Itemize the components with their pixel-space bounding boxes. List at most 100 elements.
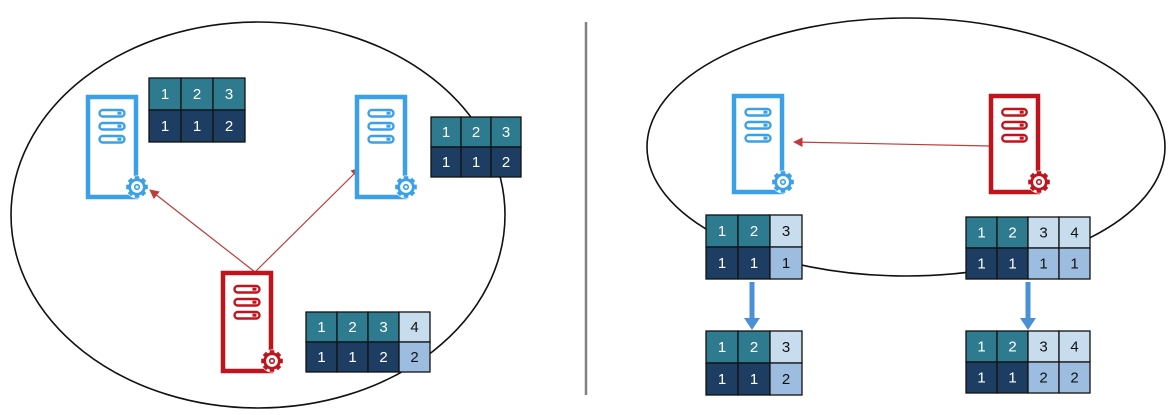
- table-cell: 1: [966, 331, 997, 362]
- table-cell: 1: [461, 147, 491, 177]
- cell-value: 1: [161, 86, 169, 103]
- table-cell: 1: [1028, 248, 1059, 279]
- table-cell: 3: [368, 312, 399, 342]
- table-cell: 3: [770, 215, 802, 247]
- table-blue-before: 1 2 3 1 1 1: [706, 215, 802, 279]
- table-red-server: 1 2 3 4 1 1 2 2: [306, 312, 430, 372]
- cell-value: 2: [410, 349, 418, 366]
- table-red-before: 1 2 3 4 1 1 1 1: [966, 217, 1090, 279]
- gear-icon: [1028, 171, 1051, 194]
- table-cell: 1: [997, 248, 1028, 279]
- table-cell: 1: [706, 331, 738, 363]
- table-cell: 4: [1059, 331, 1090, 362]
- table-cell: 1: [997, 362, 1028, 393]
- table-cell: 2: [368, 342, 399, 372]
- cell-value: 2: [379, 349, 387, 366]
- gear-icon: [772, 171, 795, 194]
- cell-value: 3: [782, 339, 790, 356]
- cell-value: 2: [348, 319, 356, 336]
- table-cell: 3: [213, 78, 245, 110]
- table-cell: 1: [149, 78, 181, 110]
- gear-icon: [126, 176, 149, 199]
- cell-value: 2: [782, 371, 790, 388]
- table-cell: 3: [1028, 217, 1059, 248]
- cell-value: 1: [193, 118, 201, 135]
- table-cell: 2: [1059, 362, 1090, 393]
- table-cell: 2: [1028, 362, 1059, 393]
- table-cell: 1: [966, 248, 997, 279]
- gear-icon: [261, 350, 284, 373]
- table-cell: 2: [491, 147, 521, 177]
- cell-value: 3: [782, 223, 790, 240]
- cell-value: 1: [750, 255, 758, 272]
- blue-server-right: [357, 97, 418, 199]
- table-cell: 1: [738, 247, 770, 279]
- cell-value: 2: [502, 154, 510, 171]
- cell-value: 2: [225, 118, 233, 135]
- replication-arrow-to-right-server: [255, 168, 360, 272]
- gear-icon: [395, 176, 418, 199]
- table-blue-after: 1 2 3 1 1 2: [706, 331, 802, 395]
- cell-value: 1: [1039, 256, 1047, 273]
- table-cell: 3: [1028, 331, 1059, 362]
- cell-value: 1: [472, 154, 480, 171]
- cell-value: 1: [782, 255, 790, 272]
- cell-value: 4: [1070, 225, 1078, 242]
- cell-value: 1: [317, 319, 325, 336]
- table-cell: 2: [738, 215, 770, 247]
- cell-value: 2: [1070, 370, 1078, 387]
- cell-value: 1: [977, 256, 985, 273]
- cell-value: 1: [718, 223, 726, 240]
- cell-value: 2: [472, 124, 480, 141]
- cell-value: 1: [718, 371, 726, 388]
- cell-value: 1: [317, 349, 325, 366]
- cell-value: 1: [718, 255, 726, 272]
- left-panel: 1 2 3 1 1 2 1 2 3 1 1 2 1 2 3 4 1 1 2 2: [11, 22, 521, 408]
- table-cell: 2: [399, 342, 430, 372]
- right-panel: 1 2 3 1 1 1 1 2 3 4 1 1 1 1 1 2 3 1 1 2 1 2 3 4 1 1 2 2: [647, 18, 1165, 395]
- table-cell: 1: [770, 247, 802, 279]
- table-left-server: 1 2 3 1 1 2: [149, 78, 245, 142]
- blue-server-replica: [734, 96, 795, 194]
- table-cell: 2: [997, 217, 1028, 248]
- table-right-server: 1 2 3 1 1 2: [431, 117, 521, 177]
- table-cell: 1: [149, 110, 181, 142]
- cell-value: 1: [348, 349, 356, 366]
- blue-server-left: [88, 97, 149, 199]
- table-cell: 1: [306, 312, 337, 342]
- cell-value: 2: [1039, 370, 1047, 387]
- red-server-primary: [223, 273, 284, 373]
- table-cell: 1: [181, 110, 213, 142]
- table-cell: 1: [706, 215, 738, 247]
- cell-value: 2: [1008, 339, 1016, 356]
- table-cell: 1: [431, 147, 461, 177]
- cell-value: 3: [1039, 339, 1047, 356]
- cell-value: 3: [1039, 225, 1047, 242]
- table-cell: 2: [213, 110, 245, 142]
- table-cell: 1: [1059, 248, 1090, 279]
- table-cell: 1: [337, 342, 368, 372]
- cell-value: 3: [225, 86, 233, 103]
- cell-value: 2: [750, 223, 758, 240]
- replication-arrow-red-to-blue: [794, 142, 990, 146]
- table-cell: 1: [966, 217, 997, 248]
- cell-value: 2: [750, 339, 758, 356]
- table-cell: 1: [966, 362, 997, 393]
- table-cell: 2: [770, 363, 802, 395]
- cell-value: 1: [442, 124, 450, 141]
- replication-arrow-to-left-server: [150, 190, 255, 272]
- table-cell: 4: [399, 312, 430, 342]
- cell-value: 1: [1008, 370, 1016, 387]
- cell-value: 3: [502, 124, 510, 141]
- table-cell: 4: [1059, 217, 1090, 248]
- table-cell: 3: [770, 331, 802, 363]
- cell-value: 1: [977, 370, 985, 387]
- table-cell: 2: [181, 78, 213, 110]
- cell-value: 4: [410, 319, 418, 336]
- table-red-after: 1 2 3 4 1 1 2 2: [966, 331, 1090, 393]
- table-cell: 1: [431, 117, 461, 147]
- cell-value: 1: [750, 371, 758, 388]
- table-cell: 1: [306, 342, 337, 372]
- table-cell: 2: [461, 117, 491, 147]
